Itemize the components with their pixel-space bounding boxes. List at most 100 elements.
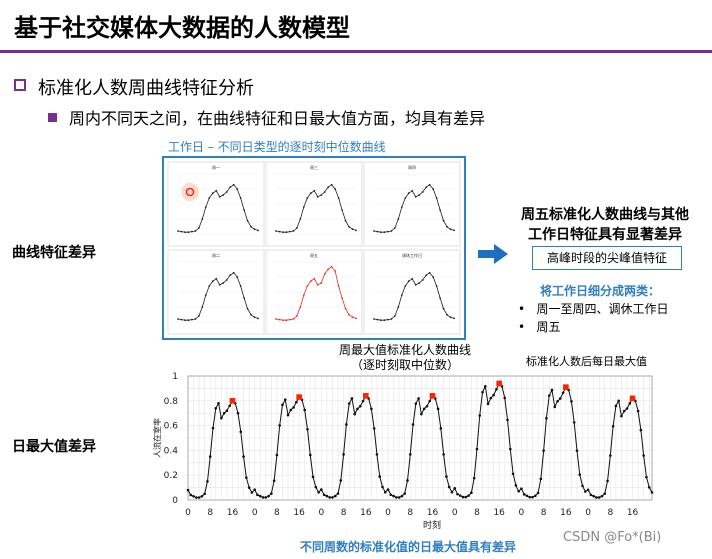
data-point — [383, 490, 387, 494]
daily-max-marker — [296, 394, 302, 400]
mini-chart-title: 调休工作日 — [402, 252, 422, 258]
mini-data-point — [253, 228, 256, 231]
mini-data-point — [449, 228, 452, 231]
mini-data-point — [295, 315, 298, 317]
mini-data-point — [418, 194, 421, 196]
data-point — [464, 495, 468, 499]
mini-data-point — [229, 274, 232, 277]
data-point — [589, 493, 593, 497]
data-point — [225, 409, 229, 413]
chart-annotation: 标准化人数后每日最大值 — [526, 355, 647, 368]
mini-data-point — [229, 186, 232, 189]
mini-data-point — [393, 227, 396, 229]
data-point — [378, 475, 382, 478]
page-title: 基于社交媒体大数据的人数模型 — [14, 14, 350, 42]
data-point — [211, 426, 215, 430]
mini-data-point — [453, 317, 455, 320]
data-point — [570, 399, 573, 403]
mini-chart: 周三 — [265, 161, 363, 247]
mini-data-point — [180, 318, 183, 321]
mini-data-point — [194, 318, 197, 320]
mini-data-point — [275, 230, 277, 232]
data-point — [517, 489, 520, 493]
data-point — [356, 407, 359, 411]
mini-data-point — [275, 318, 277, 320]
mini-data-point — [355, 229, 357, 232]
mini-data-point — [351, 228, 354, 231]
data-point — [508, 447, 512, 451]
right-arrow-icon — [478, 244, 508, 264]
cursor-ring-icon — [185, 187, 195, 197]
mini-data-point — [439, 297, 441, 299]
chart-title-line1: 周最大值标准化人数曲线 — [338, 343, 471, 357]
data-point — [375, 453, 379, 456]
daily-max-marker — [363, 393, 369, 399]
mini-data-point — [380, 319, 382, 322]
data-point — [559, 397, 562, 400]
mini-data-point — [393, 315, 396, 317]
mini-data-point — [446, 313, 448, 316]
mini-data-point — [414, 195, 417, 198]
data-point — [186, 488, 190, 492]
data-point — [495, 387, 498, 391]
data-point — [395, 496, 398, 499]
data-point — [258, 494, 262, 498]
data-point — [628, 402, 632, 405]
data-point — [189, 493, 193, 497]
data-point — [311, 475, 315, 479]
friday-description: 周五标准化人数曲线与其他 工作日特征具有显著差异 — [505, 205, 705, 245]
data-point — [609, 454, 612, 457]
mini-data-point — [309, 280, 312, 283]
data-point — [353, 412, 357, 416]
data-point — [595, 496, 598, 499]
x-tick-label: 16 — [627, 508, 639, 518]
data-point — [397, 496, 401, 499]
mini-data-point — [204, 294, 207, 296]
data-point — [436, 407, 440, 411]
mini-chart-title: 周五 — [310, 252, 318, 258]
mini-data-point — [246, 307, 249, 310]
split-item: • 周一至周四、调休工作日 — [518, 302, 669, 316]
y-tick-label: 0 — [172, 496, 178, 506]
bullet-level1: 标准化人数周曲线特征分析 — [14, 74, 254, 100]
x-tick-label: 8 — [541, 508, 547, 518]
mini-data-point — [404, 197, 407, 199]
mini-data-point — [295, 227, 298, 229]
data-point — [195, 496, 198, 499]
x-tick-label: 8 — [607, 508, 613, 518]
bullet2-text: 周内不同天之间，在曲线特征和日最大值方面，均具有差异 — [69, 109, 486, 128]
mini-data-point — [191, 230, 193, 233]
mini-data-point — [292, 230, 295, 232]
mini-data-point — [211, 280, 214, 283]
data-point — [620, 414, 623, 418]
data-point — [597, 496, 601, 499]
data-point — [417, 397, 420, 400]
data-point — [350, 397, 354, 400]
data-point — [422, 407, 426, 411]
data-point — [333, 494, 337, 498]
data-point — [545, 416, 548, 420]
data-point — [208, 455, 212, 458]
data-point — [650, 491, 654, 494]
mini-data-point — [428, 271, 431, 274]
mini-data-point — [292, 318, 295, 320]
data-point — [534, 494, 537, 498]
data-point — [295, 400, 298, 404]
y-tick-label: 0.2 — [164, 471, 178, 481]
bullet1-text: 标准化人数周曲线特征分析 — [38, 78, 254, 99]
watermark: CSDN @Fo*(Bi) — [563, 530, 662, 545]
data-point — [561, 391, 565, 395]
mini-data-point — [373, 230, 375, 232]
mini-chart-title: 周一 — [212, 164, 220, 170]
data-point — [286, 413, 290, 417]
x-tick-label: 16 — [493, 508, 505, 518]
y-tick-label: 0.6 — [164, 422, 179, 432]
data-point — [197, 496, 201, 499]
mini-data-point — [250, 313, 252, 316]
data-point — [481, 390, 484, 394]
split-item: • 周五 — [518, 320, 561, 334]
data-point — [361, 399, 365, 403]
mini-data-point — [383, 319, 386, 322]
mini-data-point — [302, 294, 305, 296]
